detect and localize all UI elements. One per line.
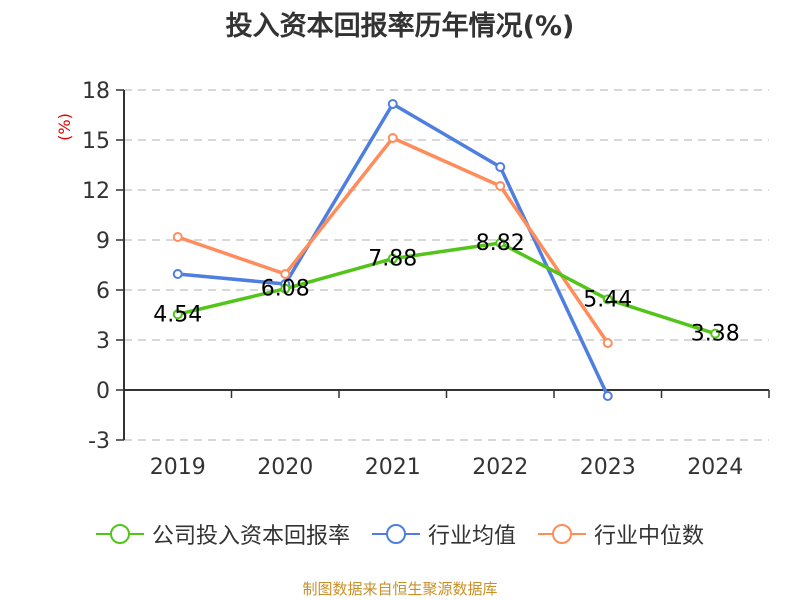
data-point[interactable]: [602, 338, 613, 348]
y-tick-label: 3: [96, 329, 110, 354]
data-point[interactable]: [602, 391, 613, 401]
x-tick-label: 2024: [687, 455, 743, 480]
data-label: 8.82: [476, 231, 525, 256]
legend: 公司投入资本回报率 行业均值 行业中位数: [0, 518, 800, 550]
data-labels: 4.54 6.08 7.88 8.82 5.44 3.38: [153, 231, 739, 347]
legend-label: 行业均值: [427, 524, 516, 549]
line-circle-icon: [371, 524, 420, 544]
data-point[interactable]: [172, 309, 183, 320]
x-tick-label: 2023: [580, 455, 636, 480]
grid-lines: [124, 89, 769, 441]
data-point[interactable]: [495, 238, 506, 248]
x-tick-label: 2022: [472, 455, 528, 480]
data-point[interactable]: [280, 269, 291, 279]
legend-label: 公司投入资本回报率: [151, 524, 350, 549]
data-label: 3.38: [691, 322, 740, 347]
y-axis-label: (%): [55, 113, 74, 141]
y-tick-label: 9: [96, 229, 110, 254]
line-circle-icon: [538, 524, 586, 544]
source-note: 制图数据来自恒生聚源数据库: [302, 580, 498, 598]
series-lines: [172, 99, 721, 401]
x-tick-label: 2019: [150, 455, 206, 480]
data-label: 4.54: [153, 302, 202, 327]
x-tick-label: 2020: [257, 455, 313, 480]
data-point[interactable]: [495, 162, 506, 172]
line-circle-icon: [95, 524, 144, 544]
data-point[interactable]: [710, 328, 721, 339]
data-point[interactable]: [172, 269, 183, 279]
y-tick-label: 15: [82, 129, 110, 154]
legend-label: 行业中位数: [594, 524, 705, 549]
data-label: 7.88: [368, 247, 417, 272]
data-point[interactable]: [172, 232, 183, 242]
y-tick-label: 12: [82, 179, 110, 204]
data-label: 5.44: [583, 287, 632, 312]
data-point[interactable]: [602, 294, 613, 305]
y-tick-label: 6: [96, 279, 110, 304]
chart-title: 投入资本回报率历年情况(%): [225, 11, 575, 42]
data-point[interactable]: [387, 133, 398, 143]
y-tick-label: 18: [82, 79, 110, 104]
legend-item-industry-median[interactable]: 行业中位数: [538, 518, 704, 550]
y-tick-label: -3: [88, 429, 110, 454]
y-tick-label: 0: [96, 379, 110, 404]
data-point[interactable]: [495, 181, 506, 191]
data-label: 6.08: [261, 277, 310, 302]
data-point[interactable]: [280, 283, 291, 294]
axes: -3 0 3 6 9 12 15 18 2019 2020 2021 2022 2023 2024: [82, 79, 770, 480]
data-point[interactable]: [387, 253, 398, 264]
legend-item-industry-average[interactable]: 行业均值: [371, 518, 516, 550]
series-line: [177, 241, 716, 336]
x-tick-label: 2021: [365, 455, 421, 480]
data-point[interactable]: [387, 99, 398, 109]
legend-item-company[interactable]: 公司投入资本回报率: [95, 518, 350, 550]
